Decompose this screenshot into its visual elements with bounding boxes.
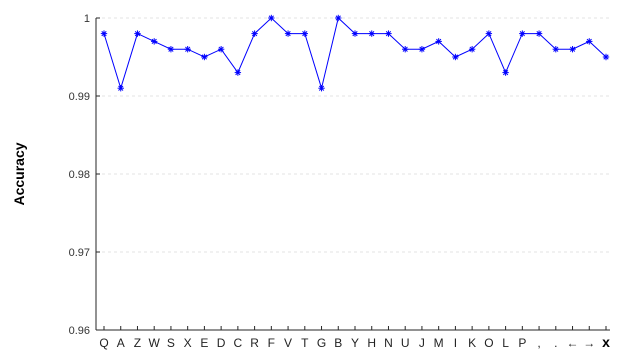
data-point-marker — [301, 30, 308, 37]
x-tick-label: W — [149, 336, 161, 350]
data-point-marker — [468, 46, 476, 53]
x-tick-label: A — [117, 336, 125, 350]
data-point-marker — [134, 30, 141, 37]
data-point-marker — [217, 46, 225, 53]
data-point-marker — [201, 53, 208, 61]
data-point-marker — [385, 30, 392, 37]
data-point-marker — [318, 85, 325, 92]
x-tick-label: T — [301, 336, 309, 350]
data-point-marker — [435, 38, 442, 45]
x-tick-label: X — [184, 336, 192, 350]
data-point-marker — [502, 69, 509, 76]
x-tick-label: I — [454, 336, 457, 350]
data-point-marker — [402, 46, 409, 53]
data-point-marker — [268, 14, 275, 22]
data-point-marker — [586, 38, 593, 45]
x-tick-label: , — [537, 336, 540, 350]
grid-lines — [96, 17, 610, 253]
x-tick-label: E — [200, 336, 208, 350]
y-tick-label: 1 — [84, 13, 90, 25]
x-tick-label: K — [468, 336, 476, 350]
axes — [95, 18, 610, 331]
data-point-marker — [569, 46, 576, 53]
x-tick-label: C — [234, 336, 243, 350]
data-point-marker — [418, 46, 426, 53]
y-tick-label: 0.99 — [69, 91, 90, 103]
data-point-marker — [351, 30, 359, 37]
x-tick-label: Y — [351, 336, 359, 350]
x-tick-label: x — [602, 334, 610, 350]
x-ticks: Q A Z W S X E D C R F V T G B Y H N U J M I K O L P,. ← → x — [99, 326, 610, 350]
x-tick-label: V — [284, 336, 292, 350]
data-point-marker — [368, 30, 375, 37]
data-point-marker — [117, 85, 124, 92]
x-tick-label: F — [268, 336, 275, 350]
data-point-marker — [100, 30, 108, 37]
y-axis-label: Accuracy — [11, 142, 27, 205]
data-point-marker — [284, 30, 292, 37]
data-point-marker — [535, 30, 543, 37]
x-tick-label: D — [217, 336, 226, 350]
x-tick-label: U — [401, 336, 410, 350]
y-tick-label: 0.96 — [69, 325, 90, 337]
x-tick-label: B — [334, 336, 342, 350]
x-tick-label: O — [484, 336, 493, 350]
data-point-marker — [485, 30, 493, 37]
y-tick-label: 0.98 — [69, 169, 90, 181]
data-point-marker — [335, 14, 342, 22]
data-point-marker — [519, 30, 526, 37]
data-point-marker — [184, 46, 191, 53]
x-tick-label: → — [583, 336, 595, 350]
x-tick-label: S — [167, 336, 175, 350]
x-tick-label: M — [434, 336, 444, 350]
data-point-marker — [602, 53, 610, 61]
data-point-marker — [452, 53, 459, 61]
x-tick-label: J — [419, 336, 425, 350]
series-layer — [100, 14, 610, 92]
data-point-marker — [552, 46, 559, 53]
data-point-marker — [251, 30, 258, 37]
y-ticks: 0.96 0.97 0.98 0.99 1 — [69, 13, 100, 337]
x-tick-label: ← — [567, 336, 579, 350]
series-line — [103, 17, 607, 91]
x-tick-label: Z — [134, 336, 141, 350]
x-tick-label: Q — [99, 336, 108, 350]
x-tick-label: L — [502, 336, 509, 350]
y-tick-label: 0.97 — [69, 247, 90, 259]
data-point-marker — [234, 69, 242, 76]
x-tick-label: G — [317, 336, 326, 350]
x-tick-label: P — [518, 336, 526, 350]
x-tick-label: N — [384, 336, 393, 350]
data-point-marker — [151, 38, 158, 45]
x-tick-label: . — [554, 336, 557, 350]
x-tick-label: R — [250, 336, 259, 350]
data-point-marker — [167, 46, 175, 53]
x-tick-label: H — [367, 336, 376, 350]
